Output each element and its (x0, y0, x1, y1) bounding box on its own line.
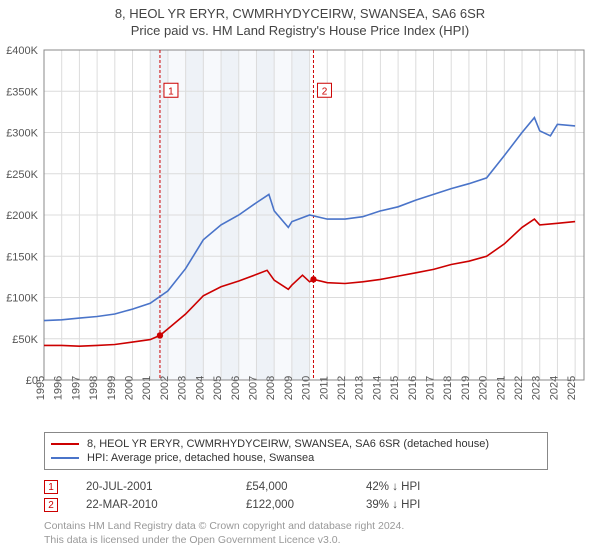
legend-swatch-price-paid (51, 443, 79, 445)
svg-text:2018: 2018 (442, 376, 454, 400)
sale-date-2: 22-MAR-2010 (86, 499, 246, 511)
sale-badge-1: 1 (44, 480, 58, 494)
legend-box: 8, HEOL YR ERYR, CWMRHYDYCEIRW, SWANSEA,… (44, 432, 548, 470)
svg-text:2019: 2019 (460, 376, 472, 400)
svg-text:£250K: £250K (6, 169, 38, 181)
legend-item-hpi: HPI: Average price, detached house, Swan… (51, 451, 541, 465)
svg-text:2021: 2021 (495, 376, 507, 400)
chart-subtitle: Price paid vs. HM Land Registry's House … (0, 23, 600, 38)
sale-diff-2: 39% ↓ HPI (366, 499, 486, 511)
title-block: 8, HEOL YR ERYR, CWMRHYDYCEIRW, SWANSEA,… (0, 0, 600, 38)
svg-text:1998: 1998 (88, 376, 100, 400)
legend-item-price-paid: 8, HEOL YR ERYR, CWMRHYDYCEIRW, SWANSEA,… (51, 437, 541, 451)
sale-row-1: 1 20-JUL-2001 £54,000 42% ↓ HPI (44, 478, 564, 496)
svg-text:2017: 2017 (425, 376, 437, 400)
svg-text:£200K: £200K (6, 210, 38, 222)
svg-text:2005: 2005 (212, 376, 224, 400)
svg-text:2000: 2000 (124, 376, 136, 400)
svg-text:£150K: £150K (6, 251, 38, 263)
svg-text:2006: 2006 (230, 376, 242, 400)
svg-text:2022: 2022 (513, 376, 525, 400)
legend-label-price-paid: 8, HEOL YR ERYR, CWMRHYDYCEIRW, SWANSEA,… (87, 438, 489, 450)
svg-text:£100K: £100K (6, 293, 38, 305)
svg-text:2014: 2014 (371, 376, 383, 400)
footer-line-1: Contains HM Land Registry data © Crown c… (44, 520, 404, 534)
svg-text:2004: 2004 (194, 376, 206, 400)
svg-text:£50K: £50K (12, 334, 38, 346)
svg-text:2024: 2024 (548, 376, 560, 400)
sale-diff-1: 42% ↓ HPI (366, 481, 486, 493)
svg-text:2012: 2012 (336, 376, 348, 400)
svg-text:2: 2 (322, 86, 328, 97)
svg-text:2009: 2009 (283, 376, 295, 400)
svg-text:1: 1 (168, 86, 174, 97)
footer-note: Contains HM Land Registry data © Crown c… (44, 520, 404, 547)
svg-text:£350K: £350K (6, 86, 38, 98)
sale-price-1: £54,000 (246, 481, 366, 493)
sale-badge-2: 2 (44, 498, 58, 512)
svg-text:2002: 2002 (159, 376, 171, 400)
svg-text:1995: 1995 (35, 376, 47, 400)
sale-price-2: £122,000 (246, 499, 366, 511)
svg-text:2003: 2003 (177, 376, 189, 400)
svg-text:2007: 2007 (247, 376, 259, 400)
svg-text:2025: 2025 (566, 376, 578, 400)
legend-swatch-hpi (51, 457, 79, 459)
legend-label-hpi: HPI: Average price, detached house, Swan… (87, 452, 314, 464)
sale-rows: 1 20-JUL-2001 £54,000 42% ↓ HPI 2 22-MAR… (44, 478, 564, 514)
chart-area: £0£50K£100K£150K£200K£250K£300K£350K£400… (44, 50, 584, 400)
footer-line-2: This data is licensed under the Open Gov… (44, 534, 404, 548)
chart-svg: £0£50K£100K£150K£200K£250K£300K£350K£400… (44, 50, 584, 400)
chart-title: 8, HEOL YR ERYR, CWMRHYDYCEIRW, SWANSEA,… (0, 6, 600, 21)
svg-text:2013: 2013 (354, 376, 366, 400)
sale-date-1: 20-JUL-2001 (86, 481, 246, 493)
svg-text:1999: 1999 (106, 376, 118, 400)
svg-text:2015: 2015 (389, 376, 401, 400)
svg-text:£300K: £300K (6, 128, 38, 140)
svg-text:2016: 2016 (407, 376, 419, 400)
svg-text:1996: 1996 (53, 376, 65, 400)
chart-container: 8, HEOL YR ERYR, CWMRHYDYCEIRW, SWANSEA,… (0, 0, 600, 560)
sale-row-2: 2 22-MAR-2010 £122,000 39% ↓ HPI (44, 496, 564, 514)
svg-text:2010: 2010 (301, 376, 313, 400)
svg-text:£400K: £400K (6, 45, 38, 57)
svg-text:1997: 1997 (70, 376, 82, 400)
svg-text:2008: 2008 (265, 376, 277, 400)
svg-text:2020: 2020 (478, 376, 490, 400)
svg-text:2023: 2023 (531, 376, 543, 400)
svg-text:2001: 2001 (141, 376, 153, 400)
